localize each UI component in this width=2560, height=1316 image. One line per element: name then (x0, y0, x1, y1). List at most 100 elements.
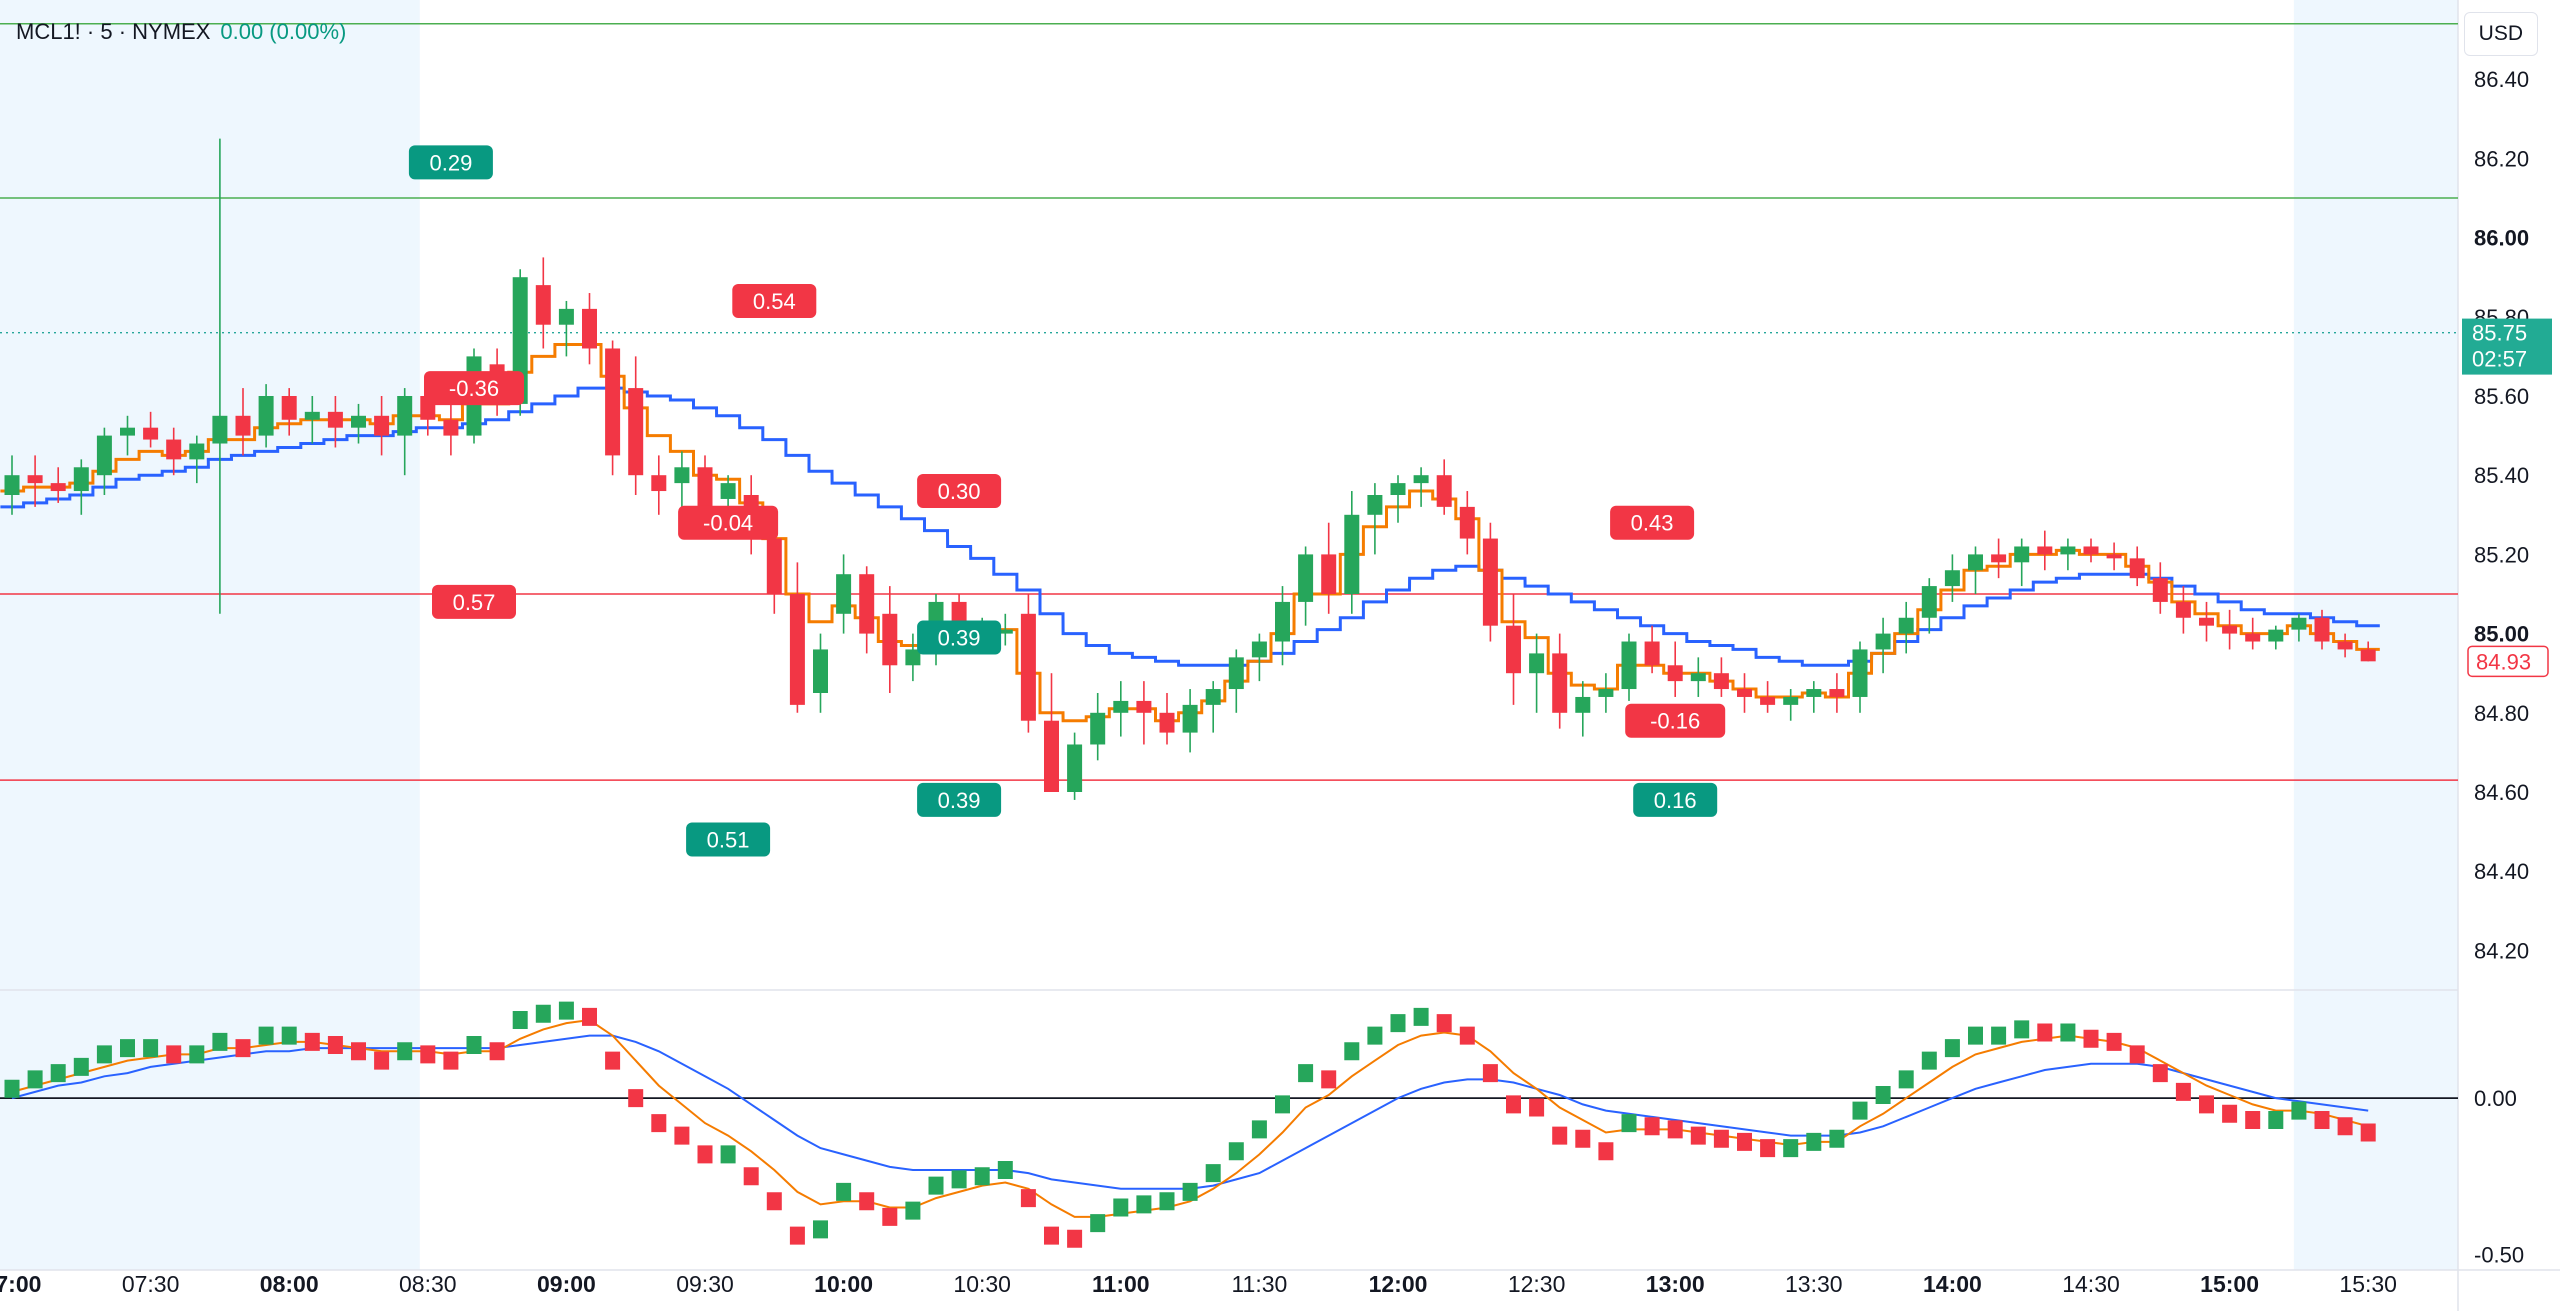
candle-body (1760, 696, 1776, 705)
candle (1090, 693, 1106, 761)
candle (143, 411, 159, 448)
time-axis-label: 12:30 (1508, 1271, 1566, 1297)
oscillator-bar (1575, 1129, 1591, 1148)
currency-button[interactable]: USD (2463, 12, 2538, 56)
oscillator-bar (582, 1007, 597, 1026)
candle-body (558, 308, 574, 325)
oscillator-axis-label: -0.50 (2474, 1242, 2524, 1267)
candle (2337, 633, 2353, 658)
candle-body (1136, 700, 1152, 713)
candle-body (720, 483, 736, 499)
candle-body (859, 574, 875, 634)
oscillator-bar (1875, 1086, 1891, 1104)
oscillator-bar (2106, 1032, 2122, 1051)
current-price-tag-box (2462, 318, 2552, 375)
trade-label-7: 0.39 (917, 782, 1002, 817)
candle-body (281, 396, 297, 420)
candle-body (1113, 700, 1129, 713)
oscillator-bar (2014, 1020, 2030, 1039)
candle (882, 586, 898, 693)
trade-label-9: 0.43 (1610, 505, 1695, 540)
trade-label-box (732, 283, 817, 318)
candle-body (2291, 617, 2307, 630)
candle-body (1044, 720, 1059, 792)
candle (2245, 617, 2261, 650)
oscillator-bar (1921, 1051, 1937, 1070)
candle-body (2268, 629, 2284, 642)
time-axis-label: 08:00 (260, 1271, 319, 1297)
candle (789, 562, 805, 713)
oscillator-bar (1205, 1164, 1221, 1183)
time-axis-label: 14:00 (1923, 1271, 1982, 1297)
oscillator-bar (651, 1114, 667, 1133)
candle (558, 300, 574, 357)
oscillator-bar (189, 1045, 205, 1064)
candle (1552, 633, 1568, 729)
candle-body (1713, 673, 1729, 690)
oscillator-bar (697, 1145, 713, 1164)
candle (2083, 538, 2099, 563)
candle (1482, 522, 1498, 642)
oscillator-bar (443, 1051, 459, 1070)
candle (1044, 673, 1059, 792)
trade-label-box (1633, 782, 1718, 817)
oscillator-bar (720, 1145, 736, 1164)
candle-body (189, 443, 205, 460)
current-price-tag-value: 85.75 (2472, 321, 2527, 346)
candle (1113, 681, 1129, 737)
candle-body (1737, 689, 1752, 697)
candle (1067, 732, 1083, 800)
oscillator-bar (1020, 1189, 1036, 1208)
candle-body (351, 415, 366, 428)
oscillator-bar (512, 1011, 528, 1029)
trade-label-text: -0.04 (703, 511, 753, 536)
candle-body (1367, 495, 1383, 515)
candle-body (1182, 704, 1198, 733)
candle-body (1829, 689, 1845, 697)
trade-label-box (686, 822, 771, 857)
candle-body (1436, 475, 1452, 507)
oscillator-bar (674, 1126, 690, 1145)
trade-label-text: 0.30 (938, 479, 981, 504)
candle (27, 455, 43, 507)
oscillator-bar (1783, 1139, 1799, 1158)
trade-label-box (1625, 703, 1726, 738)
oscillator-bar (327, 1036, 343, 1054)
oscillator-bar (166, 1045, 182, 1064)
trade-label-2: -0.36 (424, 371, 524, 406)
oscillator-bar (1321, 1070, 1337, 1089)
candle (212, 138, 228, 614)
candle-body (258, 396, 274, 436)
candle-body (1921, 586, 1937, 618)
candle-body (1598, 689, 1614, 697)
symbol-label[interactable]: MCL1! · 5 · NYMEX (16, 19, 211, 44)
candle-body (1806, 689, 1822, 697)
candle-body (2014, 546, 2030, 563)
oscillator-bar (1482, 1064, 1498, 1083)
trade-label-11: 0.16 (1633, 782, 1718, 817)
oscillator-bar (859, 1192, 875, 1211)
oscillator-bar (1644, 1117, 1660, 1136)
candle (166, 427, 182, 476)
candle-body (2060, 546, 2076, 555)
oscillator-bar (1067, 1229, 1083, 1248)
candle-body (1298, 554, 1314, 602)
oscillator-axis-label: 0.00 (2474, 1086, 2517, 1111)
oscillator-bar (1944, 1039, 1960, 1058)
candle-body (2245, 633, 2261, 642)
candle-body (1529, 653, 1545, 674)
time-axis-label: 09:30 (676, 1271, 734, 1297)
trade-label-0: 0.29 (408, 145, 493, 180)
trade-label-text: -0.16 (1650, 709, 1700, 734)
time-axis-label: 14:30 (2062, 1271, 2120, 1297)
candle-body (304, 411, 320, 420)
candle-body (120, 427, 135, 436)
oscillator-bar (2245, 1111, 2261, 1129)
candle-body (2337, 641, 2353, 650)
trade-label-6: 0.39 (917, 620, 1002, 655)
oscillator-bar (1113, 1198, 1129, 1217)
candle-body (2152, 578, 2168, 602)
price-axis-label: 84.20 (2474, 938, 2529, 963)
oscillator-bar (905, 1201, 921, 1220)
